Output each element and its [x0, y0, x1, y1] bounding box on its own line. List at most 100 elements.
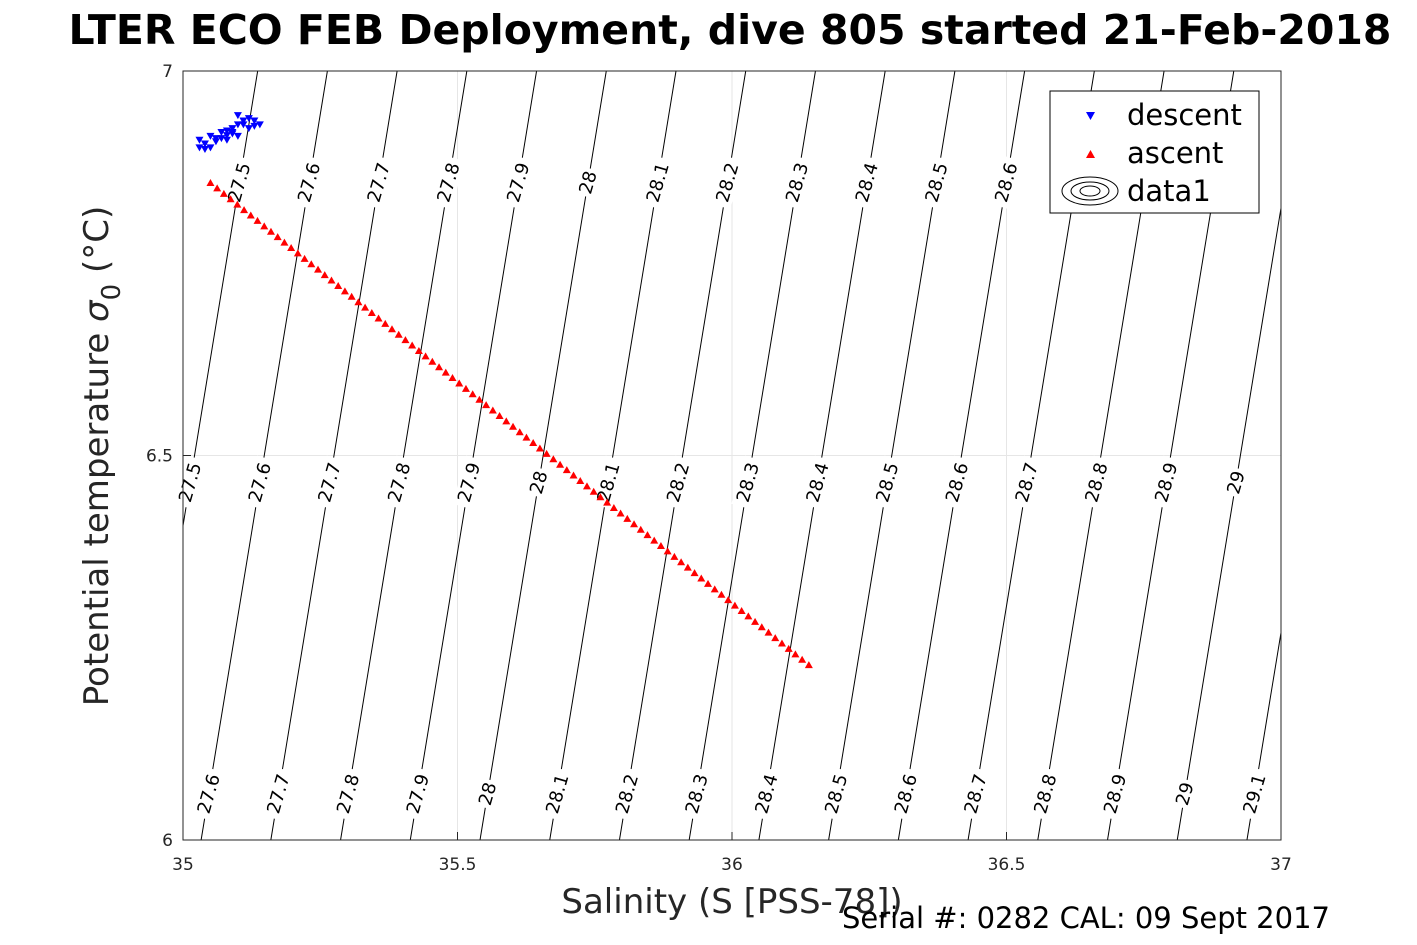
contour-label-backing — [780, 155, 814, 210]
density-contour-labels: 27.5 27.6 27.7 27.8 27.9 28 28.1 28.2 28.3 28.4 28… — [173, 155, 1272, 821]
legend-data1-label: data1 — [1127, 174, 1211, 208]
ascent-point — [206, 179, 215, 187]
ascent-point — [502, 417, 511, 425]
ascent-point — [643, 531, 652, 539]
ascent-point — [347, 292, 356, 300]
ascent-point — [475, 395, 484, 403]
ascent-point — [280, 238, 289, 246]
ascent-point — [515, 428, 524, 436]
ascent-point — [589, 487, 598, 495]
descent-point — [217, 129, 226, 137]
contour-label-backing — [1080, 455, 1114, 510]
contour-label-backing — [610, 767, 644, 821]
ascent-point — [764, 628, 773, 636]
contour-label-backing — [959, 767, 993, 821]
ascent-point — [414, 346, 423, 354]
density-contour-29 — [1176, 208, 1282, 841]
descent-point — [250, 122, 259, 130]
contour-label-backing — [1149, 455, 1183, 510]
ascent-point — [441, 368, 450, 376]
contour-label-backing — [870, 455, 904, 510]
descent-point — [200, 140, 209, 148]
y-tick-label: 7 — [162, 62, 173, 82]
ascent-point — [804, 661, 813, 669]
ascent-point — [784, 644, 793, 652]
x-tick-label: 36.5 — [988, 855, 1026, 875]
ascent-point — [327, 276, 336, 284]
ascent-point — [650, 536, 659, 544]
ascent-point — [367, 309, 376, 317]
descent-point — [239, 121, 248, 129]
ascent-point — [354, 298, 363, 306]
density-contour-27.5 — [182, 70, 259, 526]
descent-point — [244, 115, 253, 123]
descent-point — [233, 132, 242, 140]
legend-ascent-label: ascent — [1127, 136, 1223, 170]
contour-label-backing — [292, 155, 326, 210]
density-contour-28 — [479, 70, 607, 841]
contour-label-backing — [331, 767, 365, 821]
ascent-point — [509, 422, 518, 430]
contour-label-backing — [889, 767, 923, 821]
ascent-point — [428, 357, 437, 365]
contour-label-backing — [401, 767, 435, 821]
ascent-point — [777, 639, 786, 647]
contour-label-backing — [222, 155, 256, 210]
x-tick-label: 36 — [721, 855, 743, 875]
ascent-point — [549, 455, 558, 463]
ascent-point — [226, 195, 235, 203]
contour-label-backing — [362, 155, 396, 210]
y-axis-ticks: 66.57 — [146, 62, 191, 851]
ascent-point — [233, 200, 242, 208]
ascent-point — [757, 623, 766, 631]
contour-label-backing — [680, 767, 714, 821]
x-axis-ticks: 35 35.5 36 36.5 37 — [172, 832, 1292, 875]
descent-point — [239, 117, 248, 125]
contour-label-backing — [641, 155, 675, 210]
legend-ascent-marker — [1086, 150, 1095, 158]
descent-point — [244, 125, 253, 133]
ascent-point — [609, 504, 618, 512]
ascent-point — [596, 493, 605, 501]
y-axis-label-subscript: 0 — [97, 284, 127, 301]
ascent-point — [340, 287, 349, 295]
ascent-point — [307, 260, 316, 268]
contour-label-backing — [749, 767, 783, 821]
descent-point — [233, 121, 242, 129]
ascent-point — [771, 634, 780, 642]
ascent-point — [556, 460, 565, 468]
ascent-point — [737, 606, 746, 614]
ascent-point — [542, 449, 551, 457]
ascent-point — [253, 216, 262, 224]
descent-point — [228, 129, 237, 137]
x-tick-label: 35.5 — [439, 855, 477, 875]
density-contour-label-27.9: 27.9 — [452, 455, 486, 510]
contour-label-backing — [452, 455, 486, 510]
ascent-point — [717, 590, 726, 598]
ascent-point — [724, 596, 733, 604]
contour-label-backing — [525, 466, 553, 499]
contour-label-backing — [243, 455, 277, 510]
ascent-point — [535, 444, 544, 452]
ascent-point — [213, 184, 222, 192]
ascent-point — [334, 281, 343, 289]
ascent-point — [744, 612, 753, 620]
contour-label-backing — [819, 767, 853, 821]
ascent-point — [435, 363, 444, 371]
ascent-point — [791, 650, 800, 658]
contour-label-backing — [501, 155, 535, 210]
ascent-point — [273, 233, 282, 241]
legend-descent-label: descent — [1127, 98, 1242, 132]
legend-data1-marker — [1061, 176, 1119, 206]
descent-point — [228, 125, 237, 133]
descent-point — [250, 117, 259, 125]
ascent-point — [582, 482, 591, 490]
ascent-point — [522, 433, 531, 441]
descent-point — [211, 135, 220, 143]
ascent-point — [300, 254, 309, 262]
ascent-point — [293, 249, 302, 257]
contour-label-backing — [801, 455, 835, 510]
contour-label-backing — [661, 455, 695, 510]
ascent-point — [320, 271, 329, 279]
